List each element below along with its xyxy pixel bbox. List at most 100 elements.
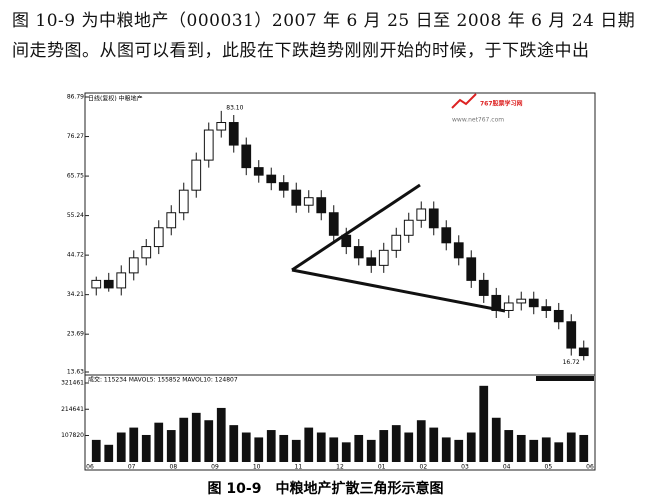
candle-body (228, 122, 239, 146)
candle-body (578, 347, 589, 357)
x-tick-label: 03 (461, 464, 469, 471)
volume-bar (554, 442, 564, 462)
y-tick-label: 321461 (61, 380, 84, 387)
watermark-url: www.net767.com (452, 117, 504, 124)
volume-bar (291, 439, 301, 462)
y-tick-label: 214641 (61, 406, 84, 413)
volume-bar (91, 439, 101, 462)
volume-bar (191, 412, 201, 462)
candle-body (203, 129, 214, 161)
volume-bar (541, 437, 551, 462)
volume-bar (166, 430, 176, 462)
candle-body (328, 212, 339, 236)
watermark-brand: 767股票学习网 (480, 100, 523, 108)
volume-header: 成交: 115234 MAVOL5: 155852 MAVOL10: 12480… (88, 376, 238, 384)
candle-body (466, 257, 477, 281)
volume-bar (329, 437, 339, 462)
volume-bar (566, 432, 576, 462)
candle-body (416, 208, 427, 221)
volume-bar (241, 432, 251, 462)
chart-title: 日线(复权) 中粮地产 (88, 95, 143, 103)
candle-body (91, 279, 102, 289)
volume-bar (529, 439, 539, 462)
volume-bar (366, 439, 376, 462)
candle-body (216, 122, 227, 131)
volume-bar (229, 425, 239, 462)
volume-bar (204, 420, 214, 462)
watermark-logo (451, 93, 477, 109)
candle-body (341, 234, 352, 248)
candle-body (566, 321, 577, 349)
x-tick-label: 12 (336, 464, 344, 471)
scroll-bar (536, 376, 594, 381)
volume-bar (354, 434, 364, 462)
candle-body (141, 246, 152, 259)
volume-bar (279, 434, 289, 462)
volume-bar (341, 442, 351, 462)
candle-body (128, 257, 139, 274)
trend-line (291, 183, 421, 272)
candle-body (541, 306, 552, 311)
volume-bar (104, 444, 114, 462)
trend-line (291, 268, 506, 313)
volume-bar (154, 422, 164, 462)
x-tick-label: 07 (128, 464, 136, 471)
candle-body (441, 227, 452, 244)
volume-bar (141, 434, 151, 462)
candle-body (166, 212, 177, 229)
volume-bar (429, 427, 439, 462)
candle-body (103, 279, 114, 289)
x-tick-label: 10 (253, 464, 261, 471)
x-tick-label: 01 (378, 464, 386, 471)
paragraph-line: 图 10-9 为中粮地产（000031）2007 年 6 月 25 日至 200… (12, 11, 636, 31)
y-tick-label: 107820 (61, 432, 84, 439)
candle-body (391, 234, 402, 251)
candle-body (153, 227, 164, 248)
candle-body (491, 294, 502, 311)
x-tick-label: 02 (420, 464, 428, 471)
candle-body (116, 272, 127, 289)
candle-body (428, 208, 439, 229)
chart-frame (84, 92, 596, 471)
candle-body (403, 219, 414, 236)
volume-bar (466, 432, 476, 462)
volume-bar (504, 430, 514, 462)
volume-bar (416, 420, 426, 462)
y-tick-label: 86.79 (67, 94, 84, 101)
y-tick-label: 13.63 (67, 369, 84, 376)
volume-bar (129, 427, 139, 462)
x-tick-label: 08 (170, 464, 178, 471)
candle-body (278, 182, 289, 191)
candle-body (353, 246, 364, 259)
x-tick-label: 06 (586, 464, 594, 471)
candle-body (303, 197, 314, 206)
volume-bar (454, 439, 464, 462)
candle-body (241, 144, 252, 169)
paragraph-line: 间走势图。从图可以看到，此股在下跌趋势刚刚开始的时候，于下跌途中出 (12, 41, 590, 61)
candle-body (366, 257, 377, 266)
volume-bar (304, 427, 314, 462)
volume-bar (266, 430, 276, 462)
candle-body (266, 174, 277, 184)
candle-body (253, 167, 264, 176)
volume-bar (516, 434, 526, 462)
volume-bar (316, 432, 326, 462)
candle-body (516, 298, 527, 304)
volume-bar (216, 407, 226, 462)
volume-bar (441, 437, 451, 462)
x-tick-label: 05 (545, 464, 553, 471)
volume-bar (116, 432, 126, 462)
y-tick-label: 34.21 (67, 291, 84, 298)
volume-bar (254, 437, 264, 462)
y-tick-label: 55.24 (67, 212, 84, 219)
volume-bar (179, 417, 189, 462)
x-tick-label: 06 (86, 464, 94, 471)
volume-bar (404, 432, 414, 462)
candle-body (503, 302, 514, 311)
figure-caption: 图 10-9 中粮地产扩散三角形示意图 (207, 481, 444, 497)
candle-body (528, 298, 539, 308)
y-tick-label: 65.75 (67, 173, 84, 180)
candle-body (178, 189, 189, 214)
